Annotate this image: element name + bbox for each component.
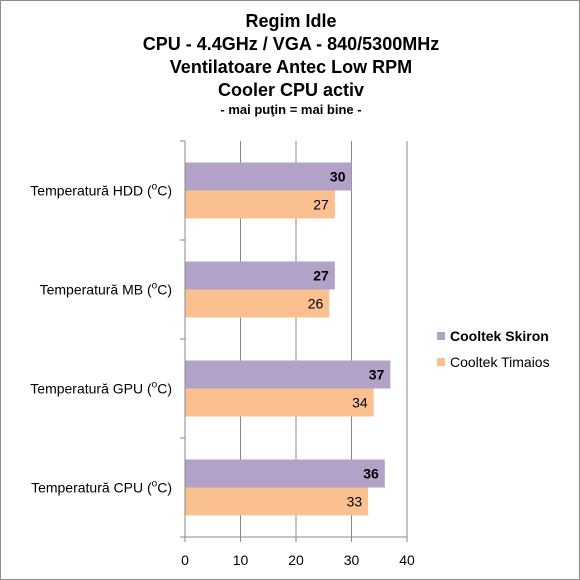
- category-label-2: Temperatură MB (oC): [40, 281, 172, 298]
- legend-swatch-series-2: [437, 358, 445, 366]
- legend-label-series-2: Cooltek Timaios: [450, 354, 550, 370]
- x-tick-label-0: 0: [181, 552, 189, 568]
- legend-item-series-1: Cooltek Skiron: [437, 327, 549, 345]
- category-label-1: Temperatură HDD (oC): [30, 182, 172, 199]
- category-label-4: Temperatură CPU (oC): [31, 479, 172, 496]
- data-label-s1-c1: 30: [330, 169, 346, 185]
- bar-s1-c3: [185, 360, 391, 389]
- bar-s2-c1: [185, 190, 335, 219]
- legend-label-series-1: Cooltek Skiron: [450, 328, 549, 344]
- bar-s1-c2: [185, 261, 335, 290]
- chart-title-line-2: CPU - 4.4GHz / VGA - 840/5300MHz: [142, 34, 440, 54]
- data-label-s1-c2: 27: [313, 268, 329, 284]
- bar-s2-c3: [185, 388, 374, 417]
- bar-s1-c1: [185, 162, 352, 191]
- x-tick-label-3: 30: [344, 552, 360, 568]
- data-label-s1-c4: 36: [363, 466, 379, 482]
- legend-swatch-series-1: [437, 332, 445, 340]
- chart-subtitle: - mai puţin = mai bine -: [220, 102, 362, 117]
- legend-item-series-2: Cooltek Timaios: [437, 353, 550, 371]
- chart-title-line-4: Cooler CPU activ: [217, 80, 365, 100]
- x-tick-label-2: 20: [288, 552, 304, 568]
- data-label-s2-c1: 27: [313, 197, 329, 213]
- category-label-3: Temperatură GPU (oC): [30, 380, 172, 397]
- data-label-s2-c2: 26: [308, 296, 324, 312]
- bar-s1-c4: [185, 459, 385, 488]
- data-label-s2-c3: 34: [352, 395, 368, 411]
- data-label-s1-c3: 37: [369, 367, 385, 383]
- data-label-s2-c4: 33: [347, 494, 363, 510]
- chart-title-line-3: Ventilatoare Antec Low RPM: [169, 57, 413, 77]
- bar-s2-c2: [185, 289, 330, 318]
- bar-s2-c4: [185, 487, 369, 516]
- x-tick-label-4: 40: [399, 552, 415, 568]
- x-tick-label-1: 10: [233, 552, 249, 568]
- chart-title-line-1: Regim Idle: [245, 11, 337, 31]
